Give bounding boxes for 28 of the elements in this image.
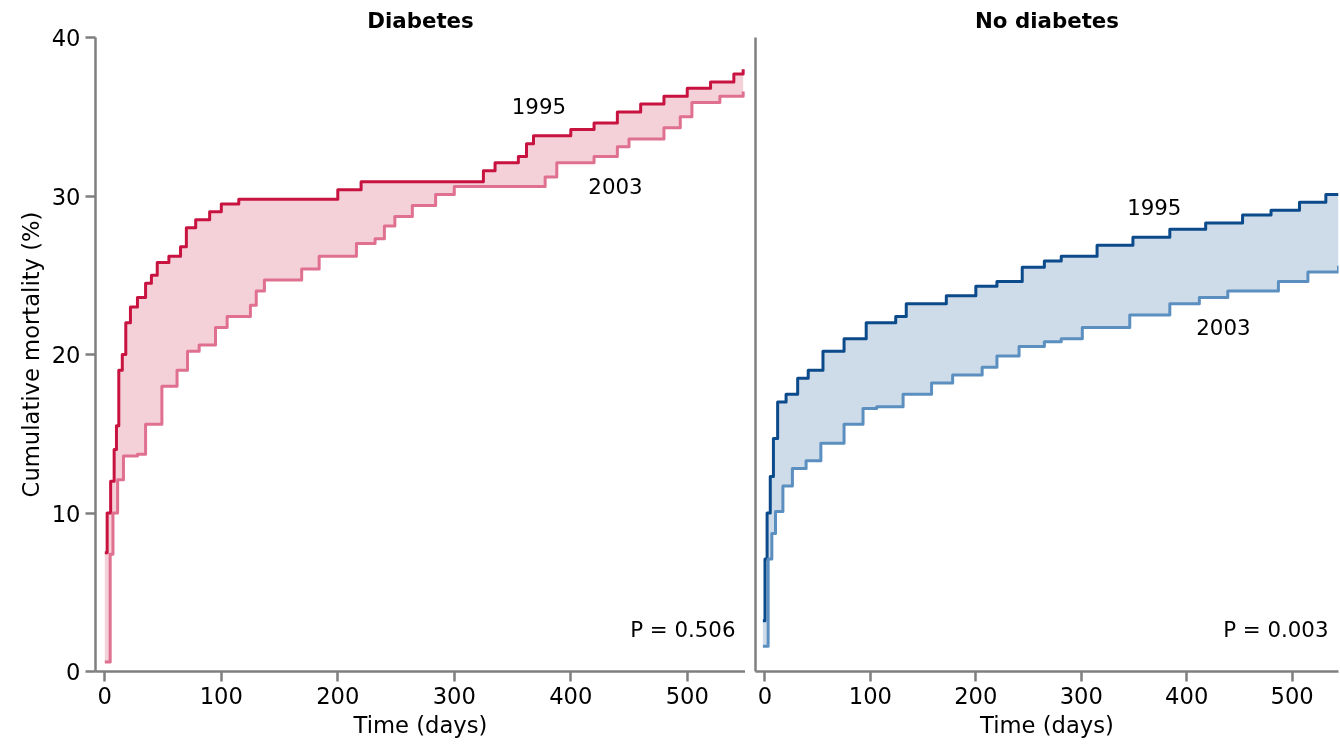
y-tick-label: 10 — [51, 500, 81, 527]
x-axis-title: Time (days) — [979, 711, 1114, 738]
x-tick-label: 200 — [316, 682, 360, 709]
chart-title: No diabetes — [975, 7, 1120, 33]
x-tick-label: 100 — [848, 682, 893, 709]
y-tick-label: 40 — [51, 25, 81, 51]
x-axis-title: Time (days) — [352, 711, 488, 738]
x-tick-label: 0 — [97, 682, 113, 709]
series-label: 1995 — [511, 93, 567, 119]
x-tick-label: 300 — [1059, 682, 1103, 709]
x-tick-label: 300 — [432, 682, 476, 709]
series-label: 1995 — [1127, 195, 1182, 221]
series-label: 2003 — [588, 174, 643, 200]
x-tick-label: 0 — [757, 682, 773, 709]
chart-title: Diabetes — [367, 7, 474, 33]
y-tick-label: 30 — [51, 183, 81, 210]
annotation: P = 0.003 — [1223, 616, 1329, 642]
x-tick-label: 500 — [1270, 682, 1314, 709]
y-tick-label: 20 — [51, 342, 81, 368]
x-tick-label: 500 — [665, 682, 709, 709]
series-label: 2003 — [1196, 315, 1251, 341]
x-tick-label: 400 — [1165, 682, 1209, 709]
x-tick-label: 100 — [199, 682, 243, 709]
x-tick-label: 200 — [954, 682, 998, 709]
y-tick-label: 0 — [66, 659, 81, 685]
annotation: P = 0.506 — [630, 616, 736, 642]
y-axis-title: Cumulative mortality (%) — [17, 211, 44, 498]
x-tick-label: 400 — [549, 682, 593, 709]
